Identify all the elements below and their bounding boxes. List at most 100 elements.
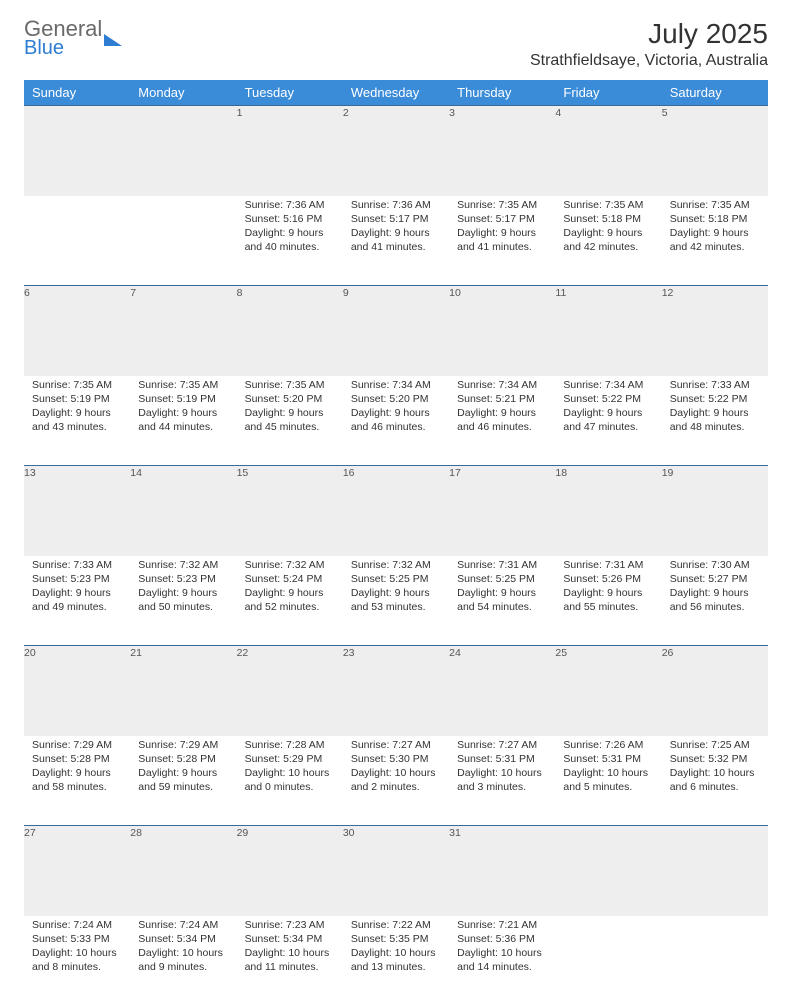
day-content-cell: Sunrise: 7:22 AMSunset: 5:35 PMDaylight:… [343, 916, 449, 1006]
daylight-line1: Daylight: 9 hours [351, 586, 441, 600]
day-number-cell: 7 [130, 286, 236, 376]
sunset-line: Sunset: 5:29 PM [245, 752, 335, 766]
sunrise-line: Sunrise: 7:27 AM [351, 738, 441, 752]
day-number-row: 12345 [24, 106, 768, 196]
day-number-cell: 14 [130, 466, 236, 556]
day-number-cell: 23 [343, 646, 449, 736]
day-content-cell: Sunrise: 7:28 AMSunset: 5:29 PMDaylight:… [237, 736, 343, 826]
daylight-line2: and 43 minutes. [32, 420, 122, 434]
daylight-line2: and 45 minutes. [245, 420, 335, 434]
sunrise-line: Sunrise: 7:32 AM [138, 558, 228, 572]
sunrise-line: Sunrise: 7:35 AM [245, 378, 335, 392]
day-content-cell: Sunrise: 7:35 AMSunset: 5:17 PMDaylight:… [449, 196, 555, 286]
day-content: Sunrise: 7:34 AMSunset: 5:22 PMDaylight:… [555, 376, 661, 439]
day-content: Sunrise: 7:36 AMSunset: 5:16 PMDaylight:… [237, 196, 343, 259]
sunrise-line: Sunrise: 7:36 AM [245, 198, 335, 212]
daylight-line1: Daylight: 9 hours [563, 406, 653, 420]
daylight-line2: and 42 minutes. [670, 240, 760, 254]
sunrise-line: Sunrise: 7:22 AM [351, 918, 441, 932]
sunrise-line: Sunrise: 7:32 AM [351, 558, 441, 572]
daylight-line2: and 3 minutes. [457, 780, 547, 794]
day-content: Sunrise: 7:35 AMSunset: 5:18 PMDaylight:… [662, 196, 768, 259]
sunrise-line: Sunrise: 7:35 AM [563, 198, 653, 212]
daylight-line1: Daylight: 9 hours [351, 226, 441, 240]
daylight-line1: Daylight: 9 hours [32, 406, 122, 420]
sunrise-line: Sunrise: 7:34 AM [351, 378, 441, 392]
daylight-line2: and 58 minutes. [32, 780, 122, 794]
day-number-row: 6789101112 [24, 286, 768, 376]
sunset-line: Sunset: 5:17 PM [351, 212, 441, 226]
day-number-row: 20212223242526 [24, 646, 768, 736]
sunrise-line: Sunrise: 7:36 AM [351, 198, 441, 212]
day-content-cell: Sunrise: 7:27 AMSunset: 5:30 PMDaylight:… [343, 736, 449, 826]
day-number-cell: 6 [24, 286, 130, 376]
day-content-cell: Sunrise: 7:33 AMSunset: 5:22 PMDaylight:… [662, 376, 768, 466]
day-content: Sunrise: 7:23 AMSunset: 5:34 PMDaylight:… [237, 916, 343, 979]
day-content: Sunrise: 7:35 AMSunset: 5:17 PMDaylight:… [449, 196, 555, 259]
day-content: Sunrise: 7:21 AMSunset: 5:36 PMDaylight:… [449, 916, 555, 979]
sunrise-line: Sunrise: 7:35 AM [670, 198, 760, 212]
daylight-line1: Daylight: 9 hours [32, 586, 122, 600]
day-content: Sunrise: 7:25 AMSunset: 5:32 PMDaylight:… [662, 736, 768, 799]
day-number-cell: 5 [662, 106, 768, 196]
day-number-cell: 31 [449, 826, 555, 916]
daylight-line1: Daylight: 9 hours [351, 406, 441, 420]
calendar-table: SundayMondayTuesdayWednesdayThursdayFrid… [24, 80, 768, 1006]
day-number-cell: 21 [130, 646, 236, 736]
sunset-line: Sunset: 5:19 PM [32, 392, 122, 406]
day-content-cell: Sunrise: 7:32 AMSunset: 5:23 PMDaylight:… [130, 556, 236, 646]
day-number-cell: 8 [237, 286, 343, 376]
day-content: Sunrise: 7:27 AMSunset: 5:31 PMDaylight:… [449, 736, 555, 799]
daylight-line2: and 2 minutes. [351, 780, 441, 794]
daylight-line2: and 41 minutes. [351, 240, 441, 254]
day-content-cell: Sunrise: 7:36 AMSunset: 5:16 PMDaylight:… [237, 196, 343, 286]
day-content-cell: Sunrise: 7:35 AMSunset: 5:18 PMDaylight:… [662, 196, 768, 286]
day-content-row: Sunrise: 7:29 AMSunset: 5:28 PMDaylight:… [24, 736, 768, 826]
daylight-line1: Daylight: 10 hours [32, 946, 122, 960]
daylight-line1: Daylight: 9 hours [563, 586, 653, 600]
daylight-line2: and 41 minutes. [457, 240, 547, 254]
day-header: Sunday [24, 80, 130, 106]
day-number-cell: 11 [555, 286, 661, 376]
day-content: Sunrise: 7:24 AMSunset: 5:33 PMDaylight:… [24, 916, 130, 979]
sunset-line: Sunset: 5:25 PM [457, 572, 547, 586]
sunrise-line: Sunrise: 7:24 AM [138, 918, 228, 932]
daylight-line1: Daylight: 9 hours [245, 586, 335, 600]
day-number-cell: 9 [343, 286, 449, 376]
day-number-row: 2728293031 [24, 826, 768, 916]
daylight-line2: and 52 minutes. [245, 600, 335, 614]
day-number-cell [555, 826, 661, 916]
sunrise-line: Sunrise: 7:24 AM [32, 918, 122, 932]
day-content: Sunrise: 7:29 AMSunset: 5:28 PMDaylight:… [130, 736, 236, 799]
day-content: Sunrise: 7:32 AMSunset: 5:24 PMDaylight:… [237, 556, 343, 619]
day-content-cell: Sunrise: 7:35 AMSunset: 5:20 PMDaylight:… [237, 376, 343, 466]
day-content: Sunrise: 7:31 AMSunset: 5:26 PMDaylight:… [555, 556, 661, 619]
day-content: Sunrise: 7:35 AMSunset: 5:19 PMDaylight:… [130, 376, 236, 439]
day-header: Wednesday [343, 80, 449, 106]
sunset-line: Sunset: 5:25 PM [351, 572, 441, 586]
day-content: Sunrise: 7:34 AMSunset: 5:20 PMDaylight:… [343, 376, 449, 439]
sunrise-line: Sunrise: 7:30 AM [670, 558, 760, 572]
daylight-line1: Daylight: 9 hours [245, 226, 335, 240]
day-header: Tuesday [237, 80, 343, 106]
day-content-cell: Sunrise: 7:36 AMSunset: 5:17 PMDaylight:… [343, 196, 449, 286]
daylight-line2: and 11 minutes. [245, 960, 335, 974]
day-content-cell: Sunrise: 7:32 AMSunset: 5:24 PMDaylight:… [237, 556, 343, 646]
sunrise-line: Sunrise: 7:25 AM [670, 738, 760, 752]
day-content-cell: Sunrise: 7:34 AMSunset: 5:21 PMDaylight:… [449, 376, 555, 466]
day-number-cell: 2 [343, 106, 449, 196]
calendar-head: SundayMondayTuesdayWednesdayThursdayFrid… [24, 80, 768, 106]
daylight-line1: Daylight: 10 hours [457, 766, 547, 780]
daylight-line1: Daylight: 9 hours [138, 766, 228, 780]
day-header-row: SundayMondayTuesdayWednesdayThursdayFrid… [24, 80, 768, 106]
calendar-body: 12345Sunrise: 7:36 AMSunset: 5:16 PMDayl… [24, 106, 768, 1006]
daylight-line1: Daylight: 10 hours [245, 766, 335, 780]
day-content-cell: Sunrise: 7:21 AMSunset: 5:36 PMDaylight:… [449, 916, 555, 1006]
day-content: Sunrise: 7:28 AMSunset: 5:29 PMDaylight:… [237, 736, 343, 799]
sunrise-line: Sunrise: 7:27 AM [457, 738, 547, 752]
day-content-cell: Sunrise: 7:30 AMSunset: 5:27 PMDaylight:… [662, 556, 768, 646]
daylight-line2: and 5 minutes. [563, 780, 653, 794]
sunrise-line: Sunrise: 7:31 AM [457, 558, 547, 572]
sunset-line: Sunset: 5:22 PM [670, 392, 760, 406]
sunset-line: Sunset: 5:18 PM [670, 212, 760, 226]
